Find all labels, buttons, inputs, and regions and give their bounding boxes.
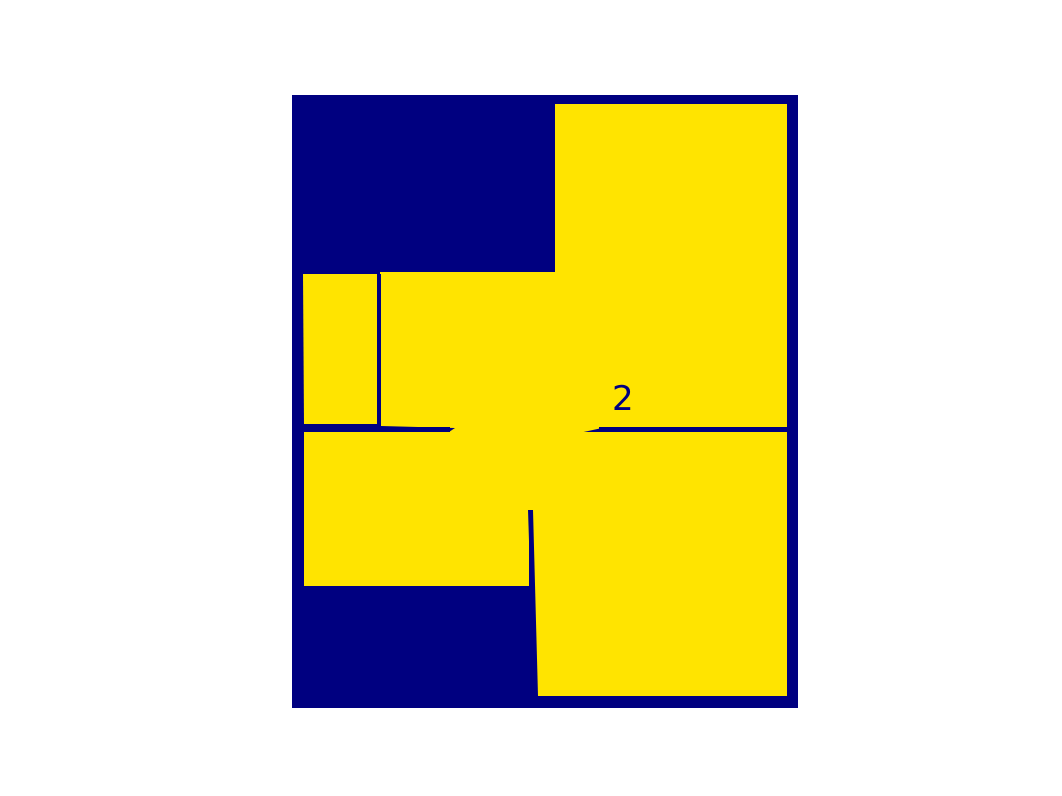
room-floor: [304, 104, 787, 586]
floor-area: [303, 104, 787, 696]
room-floor-lower-right: [530, 432, 787, 696]
wall-horizontal-left: [304, 427, 450, 432]
wall-horizontal-right: [599, 427, 787, 432]
room-number-label: 2: [612, 379, 634, 419]
room-floor-small-left: [303, 274, 377, 424]
wall-vertical-small-room: [377, 274, 381, 426]
interior-walls: [304, 274, 787, 696]
wall-vertical-lower: [528, 510, 538, 696]
